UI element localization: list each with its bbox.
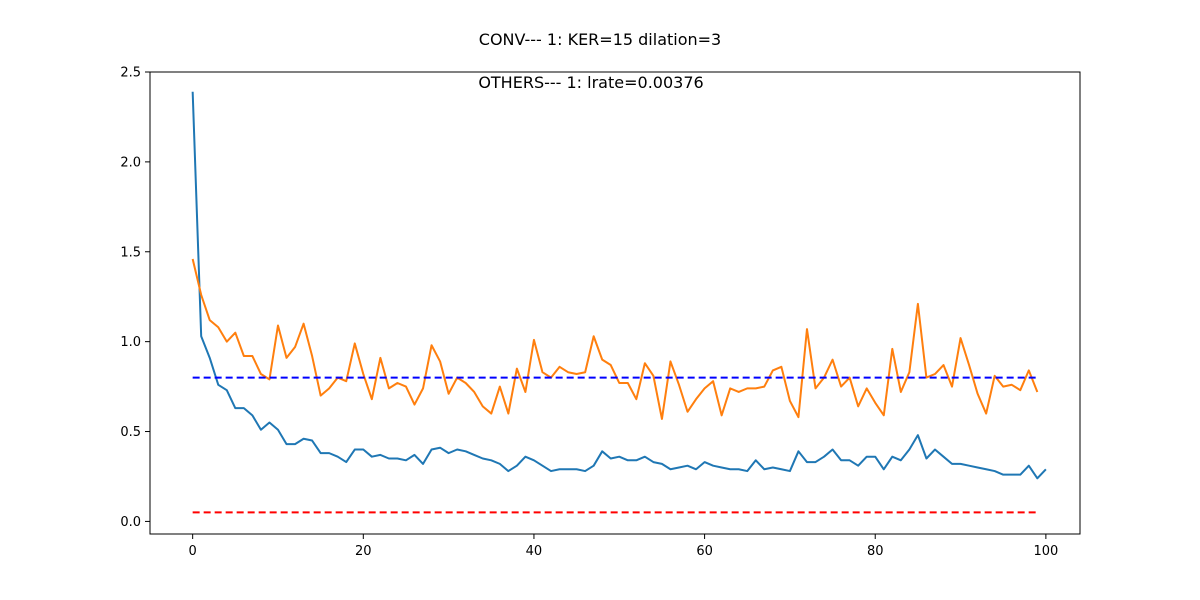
series-line-2: [191, 258, 1039, 420]
x-tick-label: 60: [696, 544, 713, 559]
x-tick-label: 20: [355, 544, 372, 559]
series-layer: [191, 91, 1047, 514]
plot-area-frame: [149, 71, 1081, 535]
figure-suptitle: CONV--- 1: KER=15 dilation=3: [478, 30, 722, 49]
y-tick-label: 2.0: [120, 155, 141, 170]
x-tick-label: 0: [189, 544, 197, 559]
chart-title: OTHERS--- 1: lrate=0.00376: [478, 73, 703, 92]
y-tick-label: 0.5: [120, 425, 141, 440]
x-axis: 0 20 40 60 80 100: [189, 534, 1058, 559]
y-tick-label: 1.0: [120, 335, 141, 350]
y-tick-label: 1.5: [120, 245, 141, 260]
x-tick-label: 100: [1033, 544, 1058, 559]
y-tick-label: 0.0: [120, 515, 141, 530]
y-axis: 0.0 0.5 1.0 1.5 2.0 2.5: [120, 66, 150, 530]
x-tick-label: 80: [867, 544, 884, 559]
series-line-1: [191, 91, 1047, 480]
y-tick-label: 2.5: [120, 66, 141, 81]
x-tick-label: 40: [526, 544, 543, 559]
